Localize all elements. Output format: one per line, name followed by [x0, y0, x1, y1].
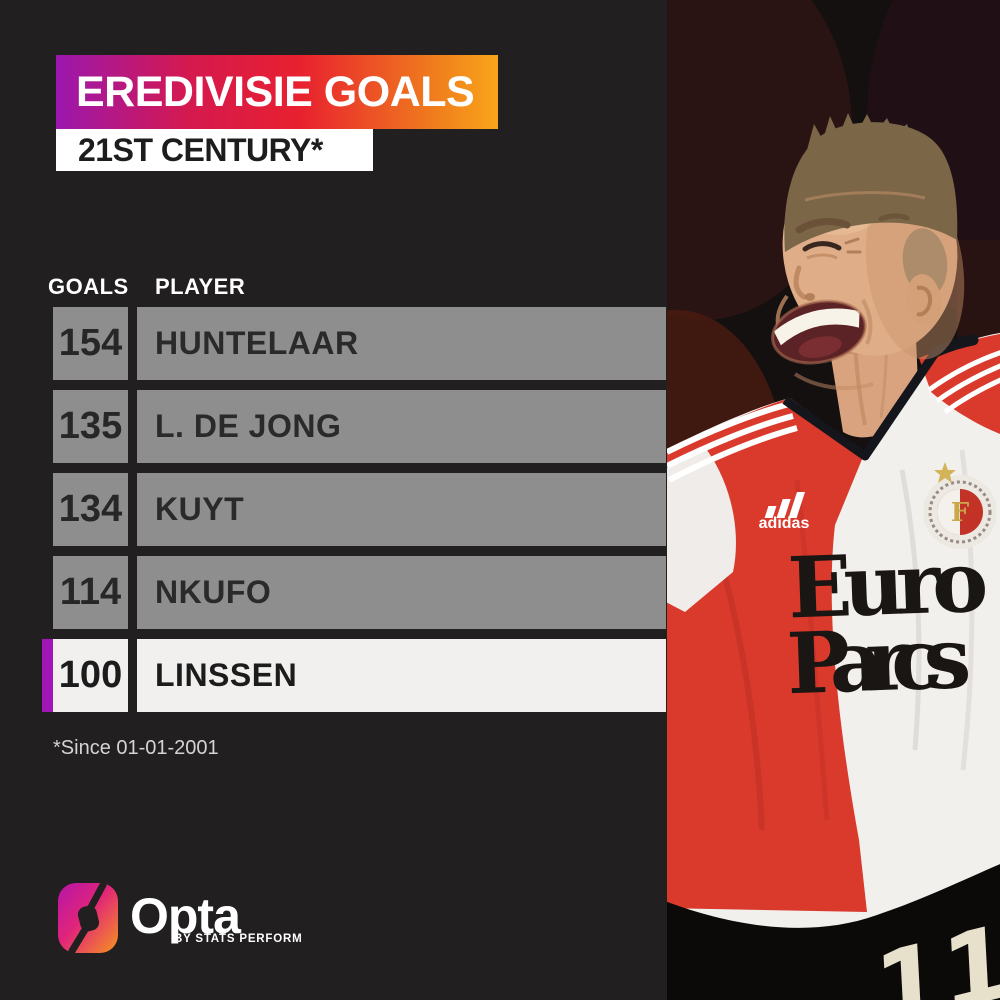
highlight-strip [42, 639, 53, 712]
highlight-strip [42, 473, 53, 546]
table-row-highlighted: 100 LINSSEN [42, 639, 666, 712]
goals-column-header: GOALS [48, 274, 129, 299]
eye [802, 241, 842, 252]
footnote: *Since 01-01-2001 [53, 737, 219, 759]
crest-letter: F [951, 498, 970, 528]
opta-wordmark: Opta [130, 888, 241, 944]
player-column-header: PLAYER [155, 274, 246, 299]
table-row: 135 L. DE JONG [42, 390, 666, 463]
player-cell: L. DE JONG [137, 390, 666, 463]
table-row: 134 KUYT [42, 473, 666, 546]
sponsor-text-line2: Parcs [785, 608, 972, 713]
title-banner: EREDIVISIE GOALS [56, 55, 498, 129]
highlight-strip [42, 556, 53, 629]
shorts [667, 864, 1000, 1000]
opta-tagline: BY STATS PERFORM [174, 933, 303, 945]
nose [793, 265, 807, 300]
goals-cell: 100 [53, 639, 128, 712]
mouth [771, 299, 867, 365]
goals-cell: 114 [53, 556, 128, 629]
goals-cell: 135 [53, 390, 128, 463]
player-cell: LINSSEN [137, 639, 666, 712]
ear [906, 274, 942, 326]
shirt-sleeve [667, 450, 736, 612]
highlight-strip [42, 390, 53, 463]
adidas-logo: adidas [759, 492, 810, 532]
player-cell: KUYT [137, 473, 666, 546]
goals-cell: 154 [53, 307, 128, 380]
sponsor-text-line1: Euro [786, 532, 989, 638]
page-title: EREDIVISIE GOALS [76, 67, 475, 116]
club-crest: F [923, 475, 997, 549]
shirt-collar [782, 347, 941, 461]
player-cell: NKUFO [137, 556, 666, 629]
crest-star [934, 462, 956, 483]
opta-logo-icon [58, 882, 118, 954]
table-row: 114 NKUFO [42, 556, 666, 629]
goals-cell: 134 [53, 473, 128, 546]
shoulder-stripe [667, 401, 790, 455]
player-photo: adidas F Euro Parcs 11 [667, 0, 1000, 1000]
highlight-strip [42, 307, 53, 380]
player-cell: HUNTELAAR [137, 307, 666, 380]
eyebrow [795, 218, 851, 234]
subtitle-banner: 21ST CENTURY* [56, 129, 373, 171]
adidas-text: adidas [759, 515, 810, 532]
table-row: 154 HUNTELAAR [42, 307, 666, 380]
player-head [771, 113, 965, 391]
page-subtitle: 21ST CENTURY* [78, 131, 323, 168]
